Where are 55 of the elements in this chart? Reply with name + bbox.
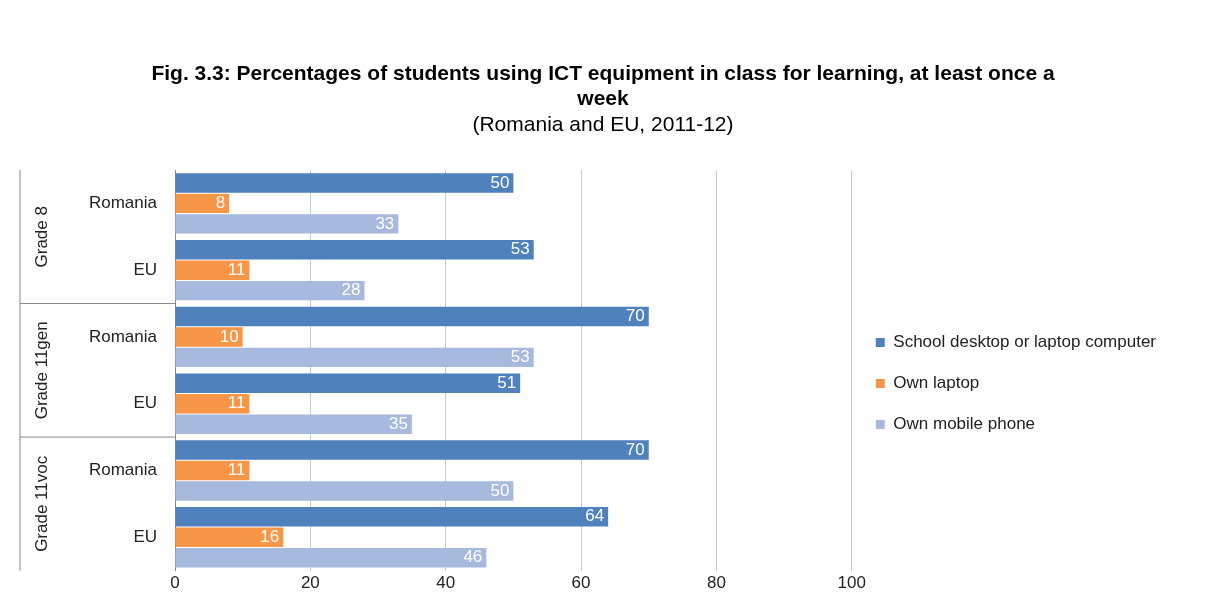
legend-label: School desktop or laptop computer — [893, 332, 1157, 352]
bar — [175, 440, 649, 460]
y-tick-label: Romania — [88, 326, 158, 346]
bar — [175, 260, 250, 280]
y-tick-label: Romania — [88, 193, 158, 213]
bar — [175, 393, 250, 414]
y-tick-label: EU — [133, 526, 157, 546]
data-label: 70 — [625, 439, 645, 459]
data-label: 50 — [490, 480, 510, 500]
bar — [175, 507, 609, 527]
bar — [175, 347, 534, 368]
data-label: 53 — [510, 239, 530, 259]
data-label: 28 — [341, 280, 361, 300]
data-label: 53 — [510, 347, 530, 367]
data-label: 51 — [497, 372, 517, 392]
legend-label: Own laptop — [893, 373, 980, 393]
bar — [175, 327, 243, 347]
data-label: 35 — [388, 413, 408, 433]
bar — [175, 481, 514, 501]
bar — [175, 173, 514, 193]
x-tick-label: 80 — [706, 573, 726, 593]
legend-label: Own mobile phone — [893, 414, 1036, 434]
chart-title: Fig. 3.3: Percentages of students using ICT equipment in class for learning, at least once a week — [150, 60, 1056, 110]
chart-subtitle: (Romania and EU, 2011-12) — [471, 111, 735, 137]
x-tick-label: 40 — [436, 573, 456, 593]
text: Grade 11voc — [31, 455, 51, 552]
data-label: 46 — [463, 547, 483, 567]
text: Grade 11gen — [31, 321, 51, 420]
text: Grade 8 — [31, 206, 51, 268]
data-label: 11 — [227, 259, 246, 279]
bar — [175, 239, 534, 260]
bar — [175, 214, 399, 234]
x-tick-label: 60 — [571, 573, 591, 593]
data-label: 64 — [585, 506, 605, 526]
bar — [175, 306, 649, 327]
x-tick-label: 20 — [300, 573, 320, 593]
data-label: 11 — [227, 460, 246, 480]
bar — [175, 373, 521, 393]
bar — [175, 280, 365, 301]
y-tick-label: EU — [133, 393, 157, 413]
data-label: 10 — [219, 326, 239, 346]
data-label: 50 — [490, 172, 510, 192]
x-tick-label: 0 — [170, 573, 180, 593]
x-tick-label: 100 — [837, 573, 866, 593]
data-label: 16 — [260, 526, 280, 546]
bar — [175, 547, 487, 568]
bar — [175, 527, 284, 547]
y-tick-label: EU — [133, 259, 157, 279]
data-label: 8 — [215, 193, 226, 213]
bar — [175, 414, 412, 434]
bar — [175, 460, 250, 481]
data-label: 33 — [375, 213, 395, 233]
y-tick-label: Romania — [88, 460, 158, 480]
data-label: 70 — [625, 306, 645, 326]
data-label: 11 — [227, 393, 246, 413]
